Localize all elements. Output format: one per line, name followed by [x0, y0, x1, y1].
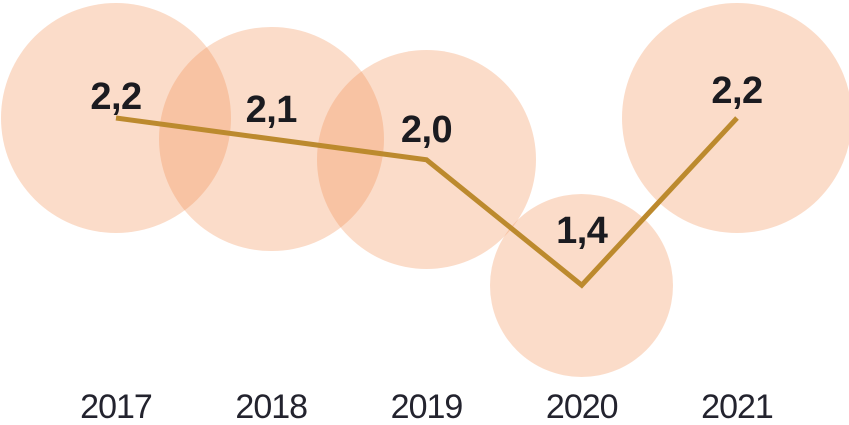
value-label-2021: 2,2 — [711, 70, 763, 112]
x-axis-label-2020: 2020 — [545, 388, 619, 425]
x-axis-label-2019: 2019 — [390, 388, 464, 425]
bubble-2021 — [622, 3, 849, 233]
x-axis-label-2017: 2017 — [80, 388, 153, 425]
value-label-2017: 2,2 — [90, 76, 142, 118]
x-axis-label-2021: 2021 — [701, 388, 774, 425]
value-label-2019: 2,0 — [400, 108, 453, 151]
value-label-2020: 1,4 — [556, 210, 608, 253]
x-axis-label-2018: 2018 — [235, 388, 308, 425]
value-label-2018: 2,1 — [245, 88, 298, 131]
